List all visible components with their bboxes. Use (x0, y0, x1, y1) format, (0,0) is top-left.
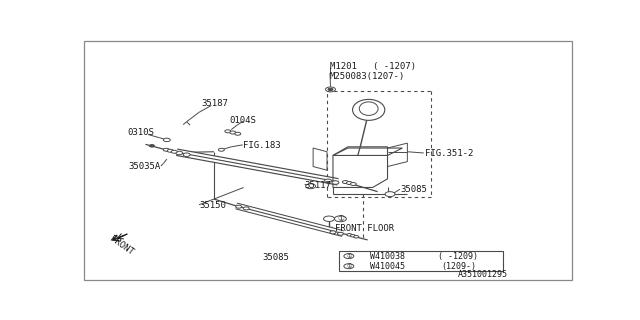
Circle shape (167, 149, 173, 152)
Circle shape (150, 145, 154, 147)
Circle shape (347, 234, 352, 236)
Circle shape (335, 216, 346, 222)
Circle shape (324, 216, 335, 221)
Circle shape (163, 148, 169, 151)
Circle shape (344, 264, 354, 269)
Text: FRONT: FRONT (108, 235, 135, 257)
Text: ①: ① (346, 264, 351, 269)
Circle shape (344, 254, 354, 259)
Text: 0104S: 0104S (230, 116, 257, 125)
Text: 35035A: 35035A (129, 162, 161, 171)
Text: M250083(1207-): M250083(1207-) (330, 72, 405, 81)
Circle shape (346, 181, 352, 185)
Circle shape (243, 207, 249, 210)
Text: A351001295: A351001295 (458, 270, 508, 279)
Text: FIG.351-2: FIG.351-2 (425, 149, 473, 158)
Circle shape (337, 232, 344, 235)
Circle shape (225, 130, 231, 133)
Circle shape (183, 153, 190, 156)
Text: ①: ① (337, 214, 344, 223)
Circle shape (326, 87, 335, 92)
Text: W410038: W410038 (369, 252, 404, 260)
Circle shape (350, 235, 355, 237)
Circle shape (230, 131, 236, 134)
Circle shape (236, 205, 242, 208)
Circle shape (342, 180, 348, 184)
Circle shape (324, 179, 332, 182)
Bar (339, 251, 503, 271)
Circle shape (330, 231, 336, 234)
Text: M1201   ( -1207): M1201 ( -1207) (330, 62, 416, 71)
Text: 35117: 35117 (304, 181, 331, 190)
Circle shape (163, 138, 170, 142)
Circle shape (235, 132, 241, 135)
Text: W410045: W410045 (369, 262, 404, 271)
Text: 0310S: 0310S (127, 128, 154, 137)
Circle shape (306, 184, 316, 189)
Circle shape (176, 151, 182, 155)
Text: ( -1209): ( -1209) (438, 252, 479, 260)
Circle shape (350, 182, 356, 186)
Text: 35187: 35187 (202, 99, 228, 108)
Text: 35085: 35085 (262, 253, 289, 262)
Text: FRONT FLOOR: FRONT FLOOR (335, 224, 395, 233)
Circle shape (385, 192, 395, 196)
Circle shape (172, 150, 177, 153)
Text: 35085: 35085 (400, 185, 427, 195)
Text: ①: ① (346, 253, 351, 259)
Text: 35150: 35150 (199, 201, 226, 210)
Circle shape (354, 236, 359, 238)
Circle shape (328, 88, 333, 91)
Circle shape (218, 148, 225, 151)
Text: FIG.183: FIG.183 (243, 141, 280, 150)
Circle shape (332, 181, 339, 184)
Text: (1209-): (1209-) (441, 262, 476, 271)
